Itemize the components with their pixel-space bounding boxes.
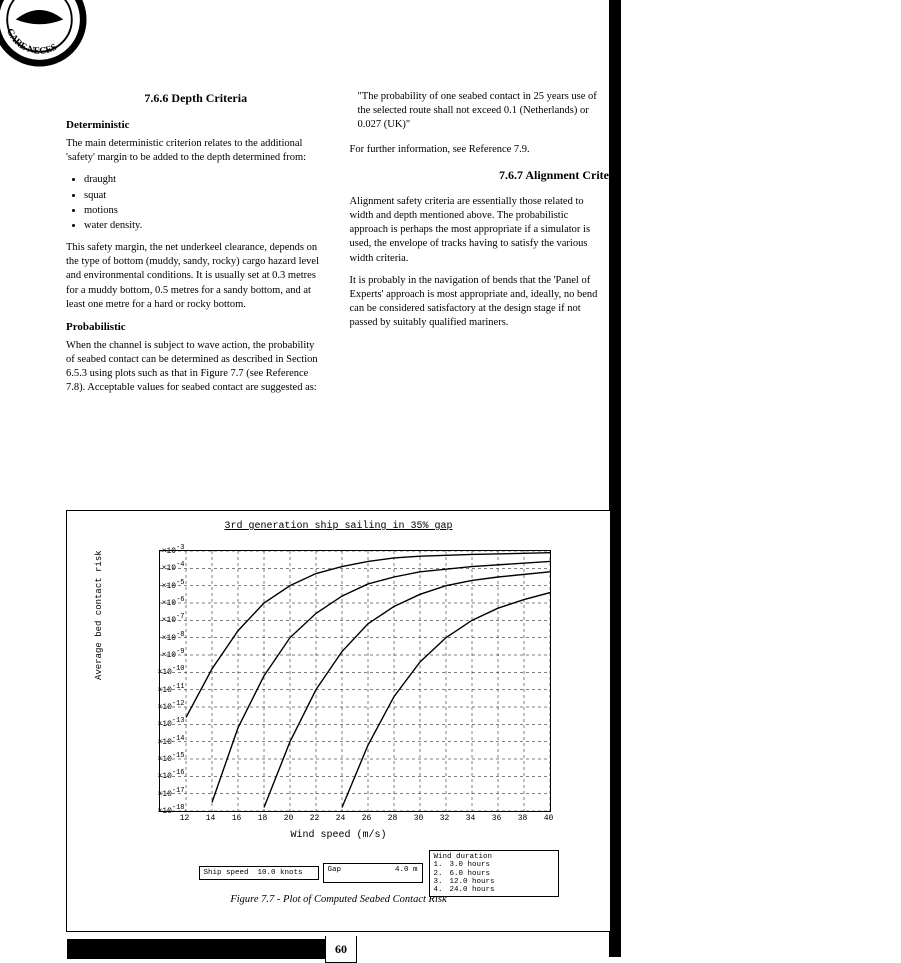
x-tick-label: 20 xyxy=(284,814,294,823)
chart-svg xyxy=(160,551,550,811)
page-root: GARE NECES 7.6.6 Depth Criteria Determin… xyxy=(0,0,901,957)
content-area: 7.6.6 Depth Criteria Deterministic The m… xyxy=(66,90,609,403)
chart-container: Average bed contact risk ×10-3×10-4×10-5… xyxy=(99,550,579,850)
param-wind-duration: Wind duration 1.3.0 hours2.6.0 hours3.12… xyxy=(429,850,559,897)
x-tick-label: 40 xyxy=(544,814,554,823)
subheading-deterministic: Deterministic xyxy=(66,118,326,133)
y-tick-label: ×10-3 xyxy=(162,544,185,556)
x-tick-label: 14 xyxy=(206,814,216,823)
list-item: squat xyxy=(84,189,326,203)
plot-area xyxy=(159,550,551,812)
x-tick-label: 36 xyxy=(492,814,502,823)
param-label: Gap xyxy=(328,866,342,874)
x-tick-label: 22 xyxy=(310,814,320,823)
x-tick-label: 12 xyxy=(180,814,190,823)
param-value: 10.0 knots xyxy=(258,869,303,877)
section-heading-depth: 7.6.6 Depth Criteria xyxy=(66,90,326,106)
param-label: Wind duration xyxy=(434,853,554,861)
y-tick-label: ×10-11 xyxy=(157,683,184,695)
wind-duration-row: 2.6.0 hours xyxy=(434,870,554,878)
list-item: water density. xyxy=(84,219,326,233)
y-tick-label: ×10-4 xyxy=(162,562,185,574)
subheading-probabilistic: Probabilistic xyxy=(66,320,326,335)
y-tick-label: ×10-12 xyxy=(157,700,184,712)
x-tick-label: 34 xyxy=(466,814,476,823)
para-align-1: Alignment safety criteria are essentiall… xyxy=(350,195,610,266)
right-column: "The probability of one seabed contact i… xyxy=(350,90,610,403)
para-reference: For further information, see Reference 7… xyxy=(350,143,610,157)
left-column: 7.6.6 Depth Criteria Deterministic The m… xyxy=(66,90,326,403)
y-tick-label: ×10-7 xyxy=(162,614,185,626)
list-item: motions xyxy=(84,204,326,218)
y-tick-label: ×10-14 xyxy=(157,735,184,747)
section-heading-alignment: 7.6.7 Alignment Crite xyxy=(350,167,610,183)
para-prob-intro: When the channel is subject to wave acti… xyxy=(66,339,326,396)
criteria-bullet-list: draught squat motions water density. xyxy=(66,173,326,233)
y-tick-label: ×10-17 xyxy=(157,787,184,799)
x-tick-label: 24 xyxy=(336,814,346,823)
para-det-intro: The main deterministic criterion relates… xyxy=(66,137,326,165)
wind-duration-row: 1.3.0 hours xyxy=(434,861,554,869)
x-axis-label: Wind speed (m/s) xyxy=(99,830,579,841)
param-value: 4.0 m xyxy=(395,866,418,874)
x-tick-label: 38 xyxy=(518,814,528,823)
param-ship-speed: Ship speed 10.0 knots xyxy=(199,866,319,880)
wind-duration-row: 3.12.0 hours xyxy=(434,878,554,886)
figure-title: 3rd generation ship sailing in 35% gap xyxy=(67,521,610,532)
x-tick-label: 16 xyxy=(232,814,242,823)
y-axis-label: Average bed contact risk xyxy=(94,550,104,680)
x-tick-label: 26 xyxy=(362,814,372,823)
y-tick-label: ×10-8 xyxy=(162,631,185,643)
figure-7-7: 3rd generation ship sailing in 35% gap A… xyxy=(66,510,611,932)
x-tick-label: 18 xyxy=(258,814,268,823)
param-gap: Gap 4.0 m xyxy=(323,863,423,883)
y-tick-label: ×10-5 xyxy=(162,579,185,591)
parameter-row: Ship speed 10.0 knots Gap 4.0 m Wind dur… xyxy=(99,856,579,890)
x-tick-label: 32 xyxy=(440,814,450,823)
page-number: 60 xyxy=(325,936,357,963)
y-tick-label: ×10-13 xyxy=(157,718,184,730)
quote-probability: "The probability of one seabed contact i… xyxy=(350,90,610,133)
footer-black-bar xyxy=(67,939,327,959)
y-tick-label: ×10-16 xyxy=(157,770,184,782)
y-tick-label: ×10-10 xyxy=(157,666,184,678)
y-tick-label: ×10-6 xyxy=(162,596,185,608)
param-label: Ship speed xyxy=(204,869,249,877)
para-det-margin: This safety margin, the net underkeel cl… xyxy=(66,241,326,312)
x-tick-label: 30 xyxy=(414,814,424,823)
two-column-layout: 7.6.6 Depth Criteria Deterministic The m… xyxy=(66,90,609,403)
seal-emblem: GARE NECES xyxy=(0,0,95,70)
list-item: draught xyxy=(84,173,326,187)
x-tick-label: 28 xyxy=(388,814,398,823)
y-tick-label: ×10-15 xyxy=(157,752,184,764)
wind-duration-row: 4.24.0 hours xyxy=(434,886,554,894)
y-tick-label: ×10-9 xyxy=(162,648,185,660)
para-align-2: It is probably in the navigation of bend… xyxy=(350,274,610,331)
